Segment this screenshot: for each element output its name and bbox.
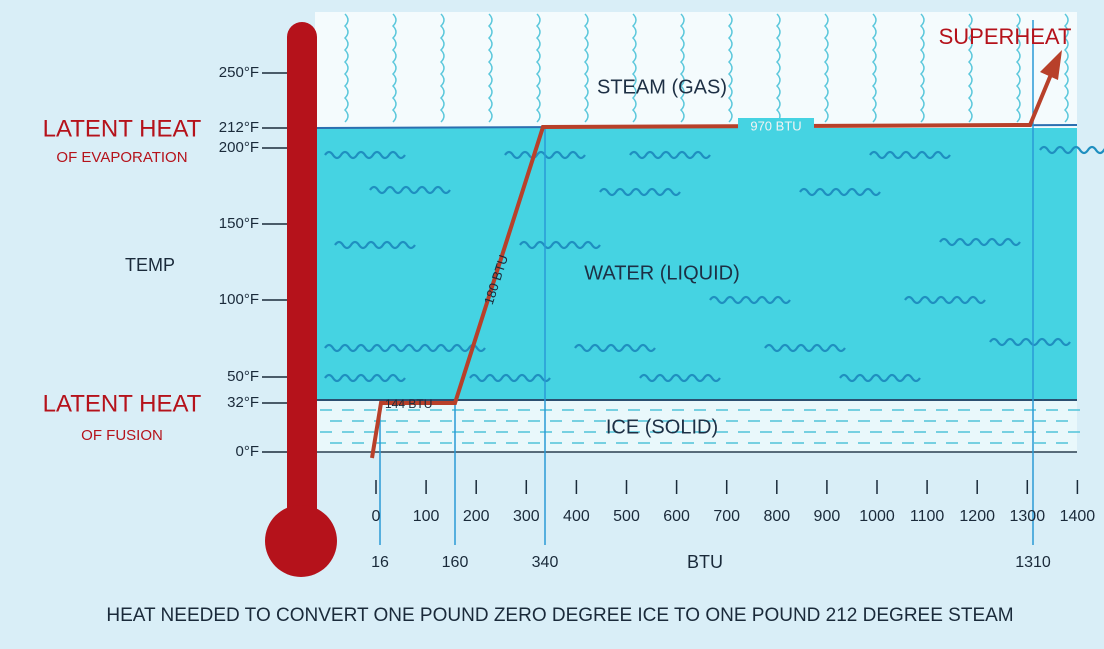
water-ripple (709, 295, 791, 305)
x-tick-label: 1200 (959, 508, 995, 525)
x-tick-label: 800 (763, 508, 790, 525)
heat-path (370, 71, 1054, 459)
steam-wave (487, 13, 493, 123)
ice-label: ICE (SOLID) (606, 416, 718, 438)
water-ripple (324, 343, 406, 353)
water-ripple (369, 185, 451, 195)
x-tick-label: 200 (463, 508, 490, 525)
water-ripple (629, 150, 711, 160)
y-tick-label: 0°F (235, 443, 259, 460)
x-tick-label: 600 (663, 508, 690, 525)
steam-wave (343, 13, 349, 123)
steam-wave (919, 13, 925, 123)
evaporation-title: LATENT HEAT (43, 115, 202, 142)
steam-wave (631, 13, 637, 123)
steam-wave (391, 13, 397, 123)
x-tick-label: 100 (413, 508, 440, 525)
water-ripple (599, 187, 681, 197)
marker-label: 1310 (1015, 554, 1051, 571)
steam-wave (1015, 13, 1021, 123)
superheat-label: SUPERHEAT (939, 24, 1072, 49)
water-ripple (639, 373, 721, 383)
thermometer-tube (287, 22, 317, 532)
thermometer-bulb (265, 505, 337, 577)
segment-label: 144 BTU (385, 397, 432, 411)
fusion-subtitle: OF FUSION (81, 427, 163, 444)
steam-wave (871, 13, 877, 123)
steam-wave (775, 13, 781, 123)
y-tick-label: 150°F (219, 215, 259, 232)
steam-wave (823, 13, 829, 123)
x-tick-label: 1300 (1010, 508, 1046, 525)
water-ripple (324, 150, 406, 160)
marker-label: 16 (371, 554, 389, 571)
water-ripple (324, 373, 406, 383)
steam-wave (583, 13, 589, 123)
x-tick-label: 0 (372, 508, 381, 525)
water-ripple (764, 343, 846, 353)
steam-wave (439, 13, 445, 123)
steam-wave (1063, 13, 1069, 123)
steam-label: STEAM (GAS) (597, 76, 727, 98)
segment-label: 970 BTU (750, 118, 801, 133)
decoration (320, 13, 1104, 444)
x-tick-label: 1000 (859, 508, 895, 525)
y-tick-label: 100°F (219, 291, 259, 308)
steam-wave (727, 13, 733, 123)
water-ripple (334, 240, 416, 250)
segment-label-bg (738, 118, 814, 134)
x-axis: 0 100 200 300 400 500 600 700 800 900 1000 1100 1200… (371, 480, 1095, 571)
x-tick-label: 300 (513, 508, 540, 525)
water-ripple (469, 373, 551, 383)
x-axis-label: BTU (687, 552, 723, 572)
x-tick-label: 1100 (910, 508, 945, 525)
marker-label: 160 (442, 554, 469, 571)
caption: HEAT NEEDED TO CONVERT ONE POUND ZERO DE… (106, 605, 1013, 626)
water-ripple (869, 150, 951, 160)
water-label: WATER (LIQUID) (584, 262, 740, 284)
y-tick-label: 200°F (219, 139, 259, 156)
x-tick-label: 700 (713, 508, 740, 525)
water-ripple (519, 240, 601, 250)
water-ripple (839, 373, 921, 383)
water-ripple (799, 187, 881, 197)
y-tick-label: 212°F (219, 119, 259, 136)
x-tick-label: 900 (814, 508, 841, 525)
fusion-title: LATENT HEAT (43, 390, 202, 417)
water-ripple (989, 337, 1071, 347)
y-axis-label: TEMP (125, 255, 175, 275)
steam-wave (679, 13, 685, 123)
evaporation-subtitle: OF EVAPORATION (56, 149, 187, 166)
water-ripple (904, 295, 986, 305)
marker-label: 340 (532, 554, 559, 571)
x-tick-label: 1400 (1060, 508, 1096, 525)
water-ripple (574, 343, 656, 353)
steam-wave (967, 13, 973, 123)
steam-wave (535, 13, 541, 123)
marker-lines (379, 20, 1034, 545)
y-axis: 250°F 212°F 200°F 150°F 100°F 50°F 32°F 0°F (219, 64, 287, 460)
y-tick-label: 50°F (227, 368, 259, 385)
x-tick-label: 500 (613, 508, 640, 525)
arrow-head (1040, 50, 1062, 80)
water-ripple (1039, 145, 1104, 155)
y-tick-label: 250°F (219, 64, 259, 81)
y-tick-label: 32°F (227, 394, 259, 411)
x-tick-label: 400 (563, 508, 590, 525)
water-region (315, 128, 1077, 400)
water-ripple (939, 237, 1021, 247)
